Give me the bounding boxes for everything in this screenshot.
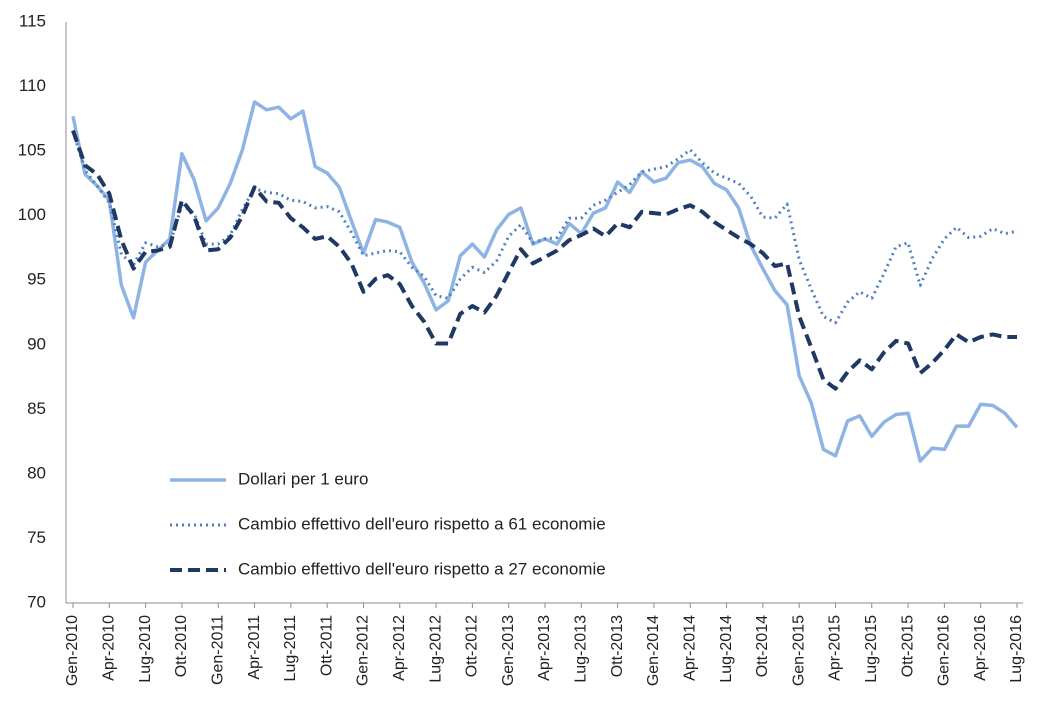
x-tick-label: Lug-2010 (137, 615, 154, 683)
x-tick-label: Ott-2013 (609, 615, 626, 677)
x-tick-label: Apr-2016 (972, 615, 989, 681)
x-tick-label: Gen-2015 (790, 615, 807, 686)
x-tick-label: Gen-2010 (64, 615, 81, 686)
data-line (71, 100, 1019, 463)
x-tick-label: Lug-2011 (282, 615, 299, 682)
x-tick-label: Apr-2012 (391, 615, 408, 681)
x-tick-label: Ott-2011 (318, 615, 335, 676)
x-tick-label: Lug-2016 (1008, 615, 1025, 683)
x-tick-label: Lug-2015 (863, 615, 880, 683)
y-tick-label: 110 (19, 76, 46, 95)
y-tick-label: 80 (27, 463, 46, 482)
legend-label: Cambio effettivo dell'euro rispetto a 27… (238, 559, 606, 578)
x-tick-label: Gen-2011 (209, 615, 226, 685)
legend-label: Dollari per 1 euro (238, 469, 368, 488)
x-tick-label: Apr-2010 (101, 615, 118, 681)
x-tick-label: Lug-2012 (427, 615, 444, 683)
y-tick-label: 95 (27, 270, 46, 289)
y-tick-label: 115 (19, 11, 46, 30)
x-tick-label: Gen-2016 (936, 615, 953, 686)
x-tick-label: Apr-2015 (827, 615, 844, 681)
data-line (71, 131, 1018, 325)
y-tick-label: 70 (27, 592, 46, 611)
x-tick-label: Gen-2012 (355, 615, 372, 686)
x-tick-label: Ott-2015 (899, 615, 916, 677)
x-tick-label: Gen-2014 (645, 615, 662, 686)
x-tick-label: Apr-2014 (681, 615, 698, 681)
legend-label: Cambio effettivo dell'euro rispetto a 61… (238, 514, 606, 533)
y-tick-label: 100 (18, 205, 46, 224)
x-tick-label: Ott-2014 (754, 615, 771, 677)
y-tick-label: 85 (27, 399, 46, 418)
y-tick-label: 75 (27, 528, 46, 547)
x-tick-label: Apr-2011 (246, 615, 263, 680)
y-tick-label: 90 (27, 334, 46, 353)
x-tick-label: Ott-2012 (464, 615, 481, 677)
data-line (71, 129, 1017, 391)
x-tick-label: Lug-2014 (718, 615, 735, 683)
x-tick-label: Gen-2013 (500, 615, 517, 686)
x-tick-label: Apr-2013 (536, 615, 553, 681)
y-tick-label: 105 (18, 141, 46, 160)
x-tick-label: Ott-2010 (173, 615, 190, 677)
x-tick-label: Lug-2013 (573, 615, 590, 683)
